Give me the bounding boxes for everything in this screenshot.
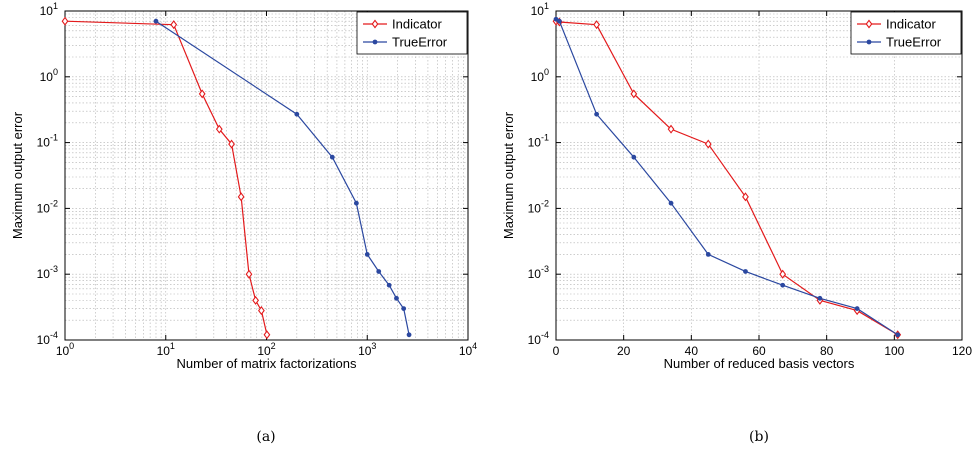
x-tick-label: 100 (884, 344, 904, 358)
trueerror-point (743, 269, 748, 274)
trueerror-point (668, 200, 674, 206)
indicator-point (593, 20, 600, 30)
trueerror-point (353, 200, 359, 206)
legend-marker-indicator (865, 19, 873, 29)
trueerror-point (594, 111, 599, 117)
x-axis-label: Number of matrix factorizations (177, 356, 357, 371)
chart-panel-b: 10-4 10-3 10-2 10-1 100 101 0 20 40 60 80 100 120 Num… (501, 1, 972, 445)
trueerror-point (895, 332, 901, 338)
y-tick-label: 10-4 (37, 330, 58, 347)
x-tick-label: 102 (257, 341, 275, 358)
trueerror-point (376, 269, 382, 274)
trueerror-point (780, 282, 786, 288)
x-tick-label: 20 (617, 344, 631, 358)
x-tick-label: 104 (459, 341, 477, 358)
legend-marker-trueerror (372, 39, 378, 45)
indicator-point (630, 89, 638, 99)
y-tick-label: 10-2 (37, 198, 58, 215)
trueerror-point (386, 282, 392, 288)
x-tick-label: 103 (358, 341, 376, 358)
legend-label-trueerror: TrueError (886, 35, 942, 50)
x-tick-label: 40 (685, 344, 699, 358)
legend: Indicator TrueError (356, 11, 468, 55)
indicator-point (215, 124, 223, 134)
legend-box (850, 11, 962, 55)
indicator-point (779, 269, 787, 279)
y-tick-label: 10-3 (37, 264, 58, 281)
indicator-point (228, 139, 235, 149)
legend-marker-trueerror (866, 39, 872, 45)
trueerror-point (631, 154, 637, 160)
indicator-point (198, 89, 206, 99)
x-tick-label: 120 (952, 344, 972, 358)
y-tick-label: 10-1 (528, 133, 549, 150)
trueerror-point (406, 332, 412, 338)
legend-label-indicator: Indicator (392, 17, 443, 32)
x-tick-label: 100 (56, 341, 74, 358)
trueerror-point (364, 251, 370, 257)
trueerror-point (401, 306, 407, 312)
y-tick-label: 100 (531, 67, 549, 84)
y-tick-label: 10-2 (528, 198, 549, 215)
trueerror-point (854, 306, 860, 312)
y-tick-label: 10-1 (37, 133, 58, 150)
indicator-point (237, 192, 245, 202)
y-tick-label: 101 (40, 1, 58, 18)
x-tick-label: 80 (820, 344, 834, 358)
indicator-point (263, 330, 271, 340)
y-tick-label: 10-4 (528, 330, 549, 347)
y-tick-label: 10-3 (528, 264, 549, 281)
indicator-point (61, 16, 69, 26)
trueerror-point (294, 111, 300, 117)
x-tick-label: 60 (752, 344, 766, 358)
indicator-point (258, 306, 265, 316)
x-tick-label: 101 (157, 341, 175, 358)
x-axis-label: Number of reduced basis vectors (664, 356, 855, 371)
legend: Indicator TrueError (850, 11, 962, 55)
legend-label-indicator: Indicator (886, 17, 937, 32)
y-axis-label: Maximum output error (10, 111, 25, 239)
trueerror-point (817, 295, 823, 301)
panel-caption: (b) (749, 429, 769, 445)
indicator-point (252, 295, 260, 305)
trueerror-point (556, 18, 562, 24)
legend-box (356, 11, 468, 55)
trueerror-point (705, 251, 711, 257)
legend-label-trueerror: TrueError (392, 35, 448, 50)
legend-marker-indicator (371, 19, 379, 29)
trueerror-point (394, 295, 399, 301)
indicator-series-line (64, 20, 268, 335)
indicator-point (704, 139, 712, 149)
trueerror-point (329, 154, 335, 160)
indicator-point (245, 269, 253, 279)
y-axis-label: Maximum output error (501, 111, 516, 239)
indicator-point (667, 124, 675, 134)
panel-caption: (a) (256, 429, 275, 445)
trueerror-series-line (155, 20, 410, 335)
grid (65, 11, 468, 340)
chart-panel-a: 10-4 10-3 10-2 10-1 100 101 100 101 102 103 104 Num… (10, 1, 477, 445)
indicator-point (742, 192, 749, 202)
y-tick-label: 101 (531, 1, 549, 18)
trueerror-point (153, 18, 159, 24)
indicator-point (170, 20, 178, 30)
x-tick-label: 0 (553, 344, 560, 358)
y-tick-label: 100 (40, 67, 58, 84)
